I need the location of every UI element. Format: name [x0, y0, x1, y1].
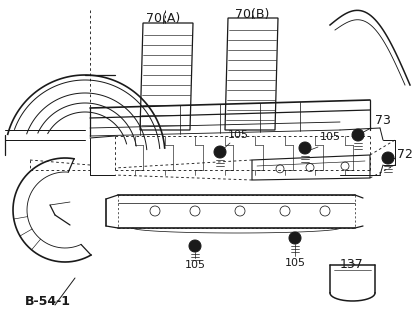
Text: 105: 105 — [228, 130, 249, 140]
Text: 105: 105 — [185, 260, 206, 270]
Circle shape — [289, 232, 301, 244]
Circle shape — [382, 152, 394, 164]
Text: 70(B): 70(B) — [235, 8, 269, 21]
Circle shape — [214, 146, 226, 158]
Text: 72: 72 — [397, 148, 413, 162]
Circle shape — [352, 129, 364, 141]
Text: 73: 73 — [375, 114, 391, 126]
Text: B-54-1: B-54-1 — [25, 295, 71, 308]
Circle shape — [217, 149, 223, 155]
Circle shape — [355, 132, 361, 138]
Text: 137: 137 — [340, 258, 364, 271]
Circle shape — [189, 240, 201, 252]
Circle shape — [302, 145, 308, 151]
Circle shape — [385, 155, 391, 161]
Text: 70(A): 70(A) — [146, 12, 180, 25]
Circle shape — [292, 235, 298, 241]
Circle shape — [299, 142, 311, 154]
Text: 105: 105 — [320, 132, 340, 142]
Circle shape — [192, 243, 198, 249]
Text: 105: 105 — [285, 258, 306, 268]
